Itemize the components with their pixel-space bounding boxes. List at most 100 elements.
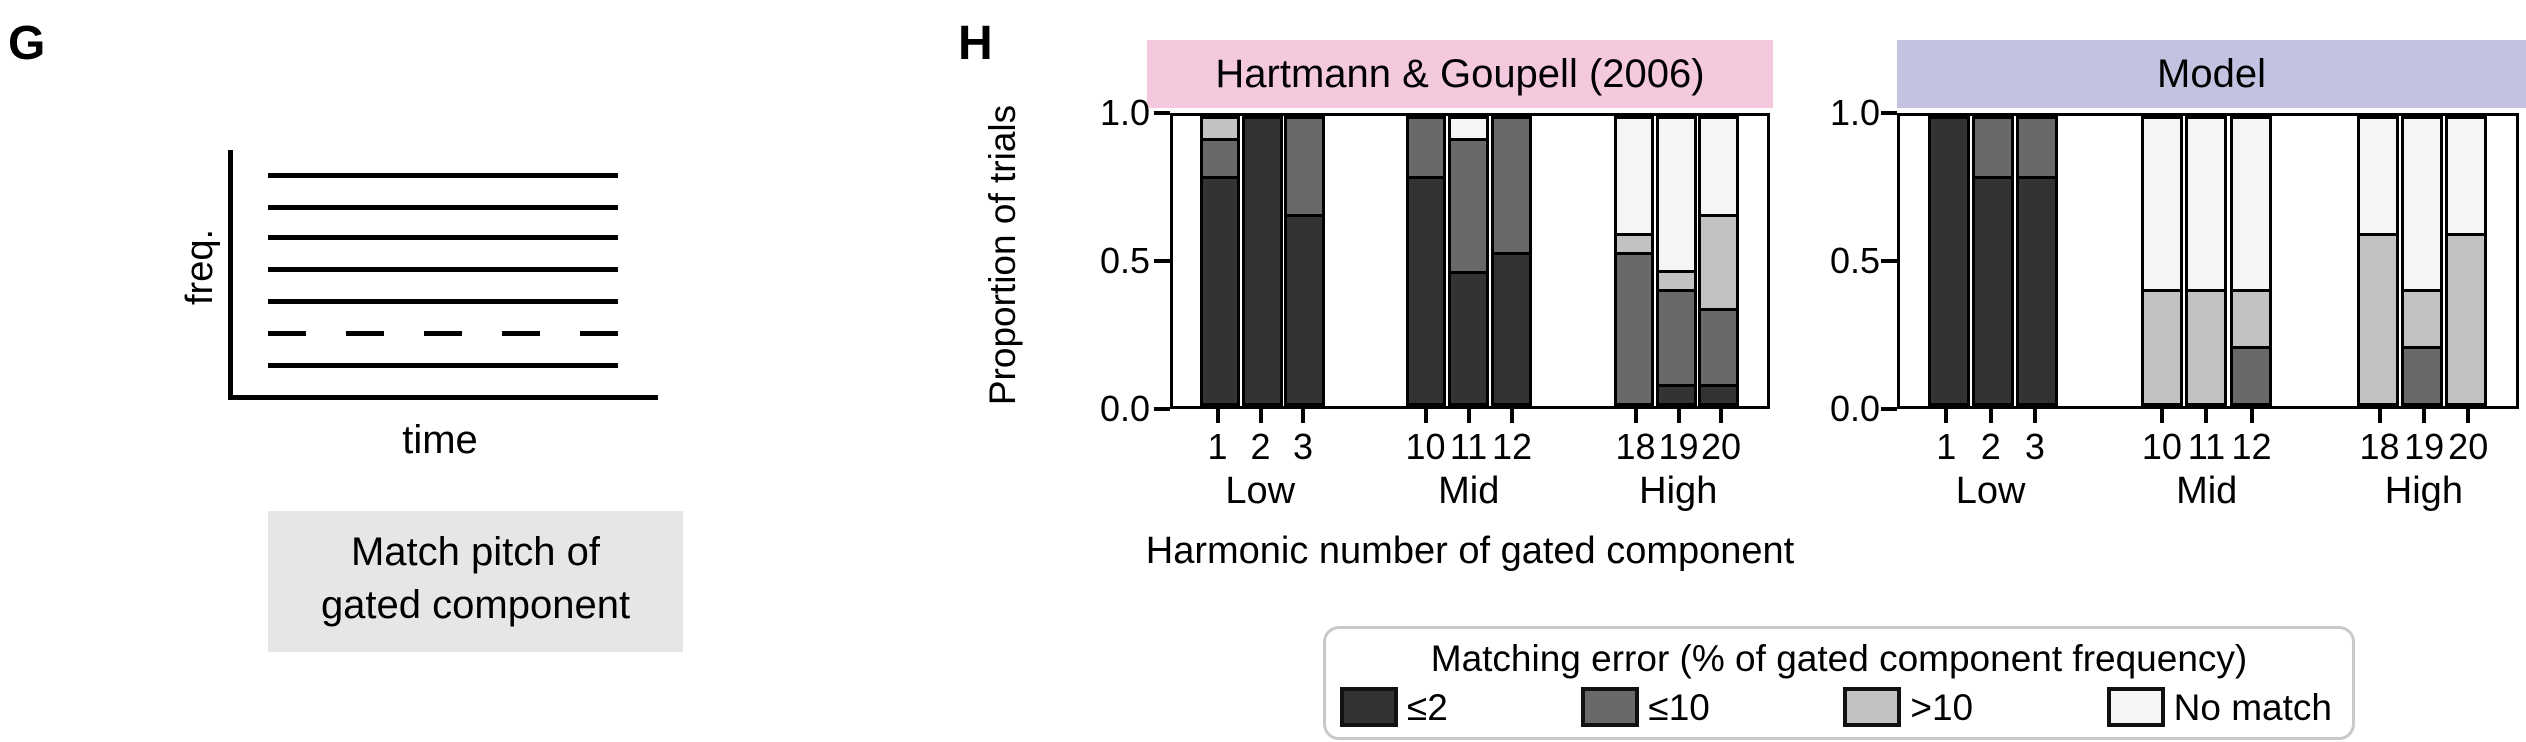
x-tick-mark [2466, 409, 2471, 423]
x-tick-mark [1258, 409, 1263, 423]
bar-harmonic-10 [1405, 116, 1447, 406]
bar-segment-No match [2447, 119, 2484, 233]
legend-entry-label: ≤10 [1648, 686, 1710, 728]
bar-segment->10 [2144, 289, 2181, 403]
x-tick-mark [1466, 409, 1471, 423]
x-tick-mark [1944, 409, 1949, 423]
bar-segment->10 [2188, 289, 2225, 403]
harmonic-line [268, 267, 618, 272]
x-tick-label: 12 [2231, 426, 2272, 467]
legend-item: ≤2 [1340, 687, 1448, 727]
bar-segment-≤10 [1659, 289, 1694, 384]
x-tick-mark [2204, 409, 2209, 423]
x-tick-label: 18 [2359, 426, 2400, 467]
x-tick-label: 11 [1449, 426, 1488, 467]
bar-segment-≤2 [1494, 251, 1529, 403]
chart-title-text: Hartmann & Goupell (2006) [1215, 52, 1705, 96]
bar-harmonic-2 [1971, 116, 2014, 406]
chart-title-model: Model [1897, 40, 2526, 108]
harmonic-line [268, 235, 618, 240]
x-axis-title: Harmonic number of gated component [1145, 530, 1795, 572]
x-tick-mark [2422, 409, 2427, 423]
y-tick-mark [1154, 111, 1170, 115]
x-tick-label: 10 [2141, 426, 2182, 467]
x-tick-label: 12 [1491, 426, 1533, 467]
y-tick-mark [1154, 407, 1170, 411]
legend-entry-label: >10 [1910, 686, 1974, 728]
x-tick-label: 20 [2448, 426, 2489, 467]
x-tick-mark [2249, 409, 2254, 423]
bar-segment-≤2 [1408, 175, 1444, 403]
bar-segment-≤2 [1451, 270, 1486, 403]
y-tick-mark [1881, 407, 1897, 411]
bar-segment->10 [1202, 119, 1238, 139]
bar-segment-≤2 [1930, 119, 1967, 403]
x-tick-label: 18 [1615, 426, 1656, 467]
bar-harmonic-18 [2356, 116, 2399, 406]
legend-entries: ≤2 ≤10 >10 No match [1326, 680, 2352, 727]
bar-segment-No match [2359, 119, 2396, 233]
legend-title: Matching error (% of gated component fre… [1430, 638, 2248, 679]
group-label-low: Low [1225, 470, 1296, 512]
bar-segment-No match [2233, 119, 2270, 290]
harmonic-line [268, 205, 618, 210]
x-tick-mark [2032, 409, 2037, 423]
x-tick-label: 19 [2404, 426, 2445, 467]
x-tick-label: 2 [1250, 426, 1271, 467]
x-tick-mark [1510, 409, 1514, 423]
bar-harmonic-3 [2015, 116, 2058, 406]
x-tick-label: 1 [1207, 426, 1228, 467]
legend-entry-label: No match [2173, 686, 2332, 728]
bar-segment->10 [1616, 232, 1652, 252]
bar-segment-≤10 [1974, 119, 2011, 176]
bar-segment-≤10 [1451, 138, 1486, 271]
y-tick-label: 0.5 [1099, 240, 1150, 281]
x-tick-label: 11 [2187, 426, 2226, 467]
bar-segment-≤2 [1974, 175, 2011, 403]
schematic-x-axis [228, 395, 658, 400]
bar-harmonic-2 [1242, 116, 1283, 406]
bar-segment-≤2 [1659, 383, 1694, 403]
bar-segment-≤2 [2018, 175, 2055, 403]
bar-segment-No match [1659, 119, 1694, 271]
bar-segment-No match [2144, 119, 2181, 290]
y-tick-mark [1881, 111, 1897, 115]
plot-model [1897, 113, 2519, 409]
chart-title-hartmann-goupell: Hartmann & Goupell (2006) [1147, 40, 1773, 108]
x-tick-label: 10 [1405, 426, 1446, 467]
bar-segment-≤10 [1408, 119, 1444, 176]
legend-swatch [2106, 687, 2165, 727]
bar-segment-≤10 [2404, 346, 2441, 403]
legend-item: ≤10 [1581, 686, 1710, 728]
bar-harmonic-19 [1656, 116, 1697, 406]
bar-segment-≤2 [1245, 119, 1280, 403]
group-label-high: High [2384, 470, 2463, 512]
bar-segment-No match [2404, 119, 2441, 290]
bar-harmonic-11 [2185, 116, 2228, 406]
x-tick-mark [2377, 409, 2382, 423]
y-axis-label: Proportion of trials [982, 104, 1023, 406]
bar-segment-No match [2188, 119, 2225, 290]
legend-swatch [1581, 687, 1640, 727]
bar-segment-≤10 [1202, 138, 1238, 176]
panel-h-label: H [958, 17, 993, 70]
bar-harmonic-10 [2141, 116, 2184, 406]
bar-segment-≤2 [1202, 175, 1238, 403]
bar-segment-≤10 [1701, 308, 1736, 384]
y-tick-label: 1.0 [1099, 92, 1150, 133]
task-instruction-line2: gated component [320, 583, 631, 627]
legend: Matching error (% of gated component fre… [1323, 626, 2355, 740]
x-tick-mark [1301, 409, 1305, 423]
legend-swatch [1843, 687, 1902, 727]
x-tick-mark [1633, 409, 1638, 423]
harmonic-line [268, 173, 618, 178]
bar-segment-≤10 [2018, 119, 2055, 176]
x-tick-label: 3 [2024, 426, 2045, 467]
legend-swatch [1340, 687, 1398, 727]
bar-harmonic-11 [1448, 116, 1489, 406]
y-tick-mark [1881, 259, 1897, 263]
schematic-x-axis-label: time [402, 418, 478, 462]
bar-harmonic-3 [1284, 116, 1325, 406]
legend-entry-label: ≤2 [1407, 686, 1448, 728]
